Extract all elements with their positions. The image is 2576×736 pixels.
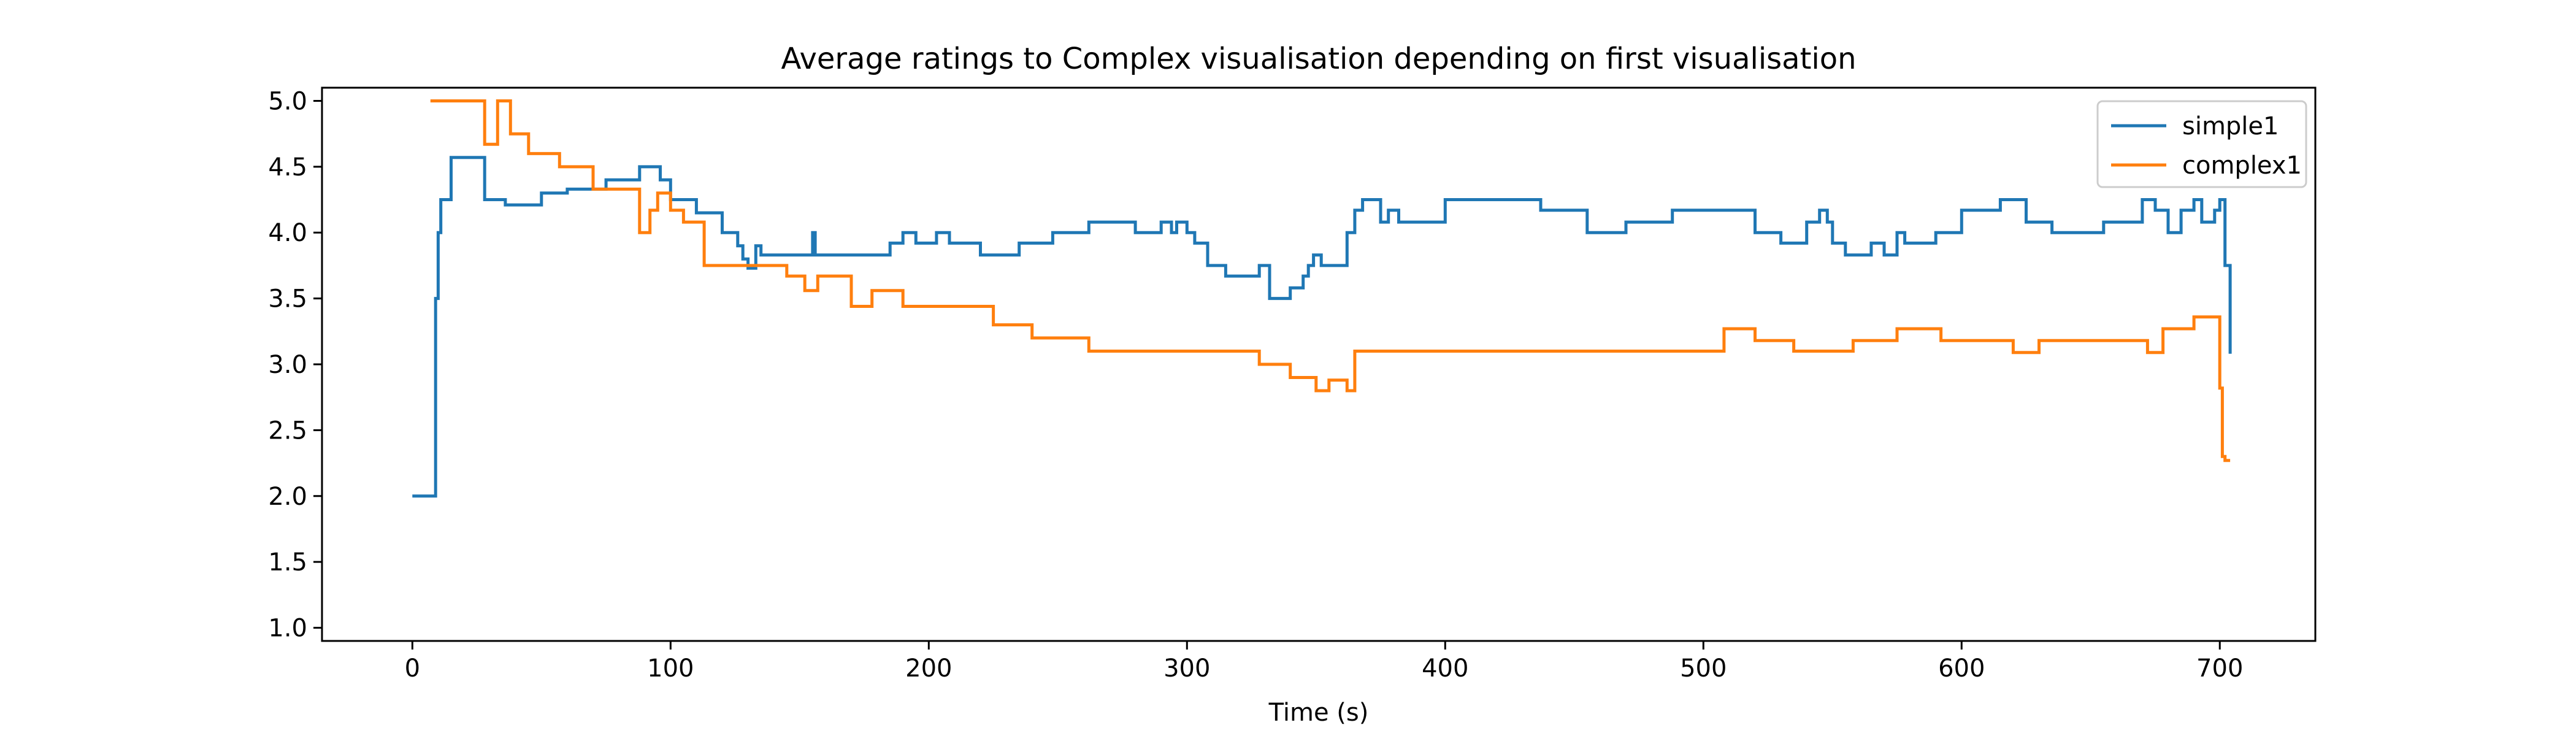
legend-label-complex1: complex1 xyxy=(2182,151,2302,180)
axes-layer: 0 100 200 300 400 500 600 700 1.0 1.5 2.0 2.5 3.0 3.5… xyxy=(268,86,2317,683)
y-tick-label: 2.0 xyxy=(268,483,307,511)
y-tick-label: 4.0 xyxy=(268,219,307,247)
series-layer xyxy=(412,99,2232,498)
y-tick-label: 2.5 xyxy=(268,416,307,445)
y-tick-label: 1.0 xyxy=(268,615,307,643)
x-tick-label: 400 xyxy=(1422,654,1468,683)
x-tick-label: 100 xyxy=(647,654,694,683)
x-tick-label: 700 xyxy=(2196,654,2243,683)
legend: simple1 complex1 xyxy=(2096,100,2307,188)
x-tick-label: 600 xyxy=(1938,654,1985,683)
chart-title: Average ratings to Complex visualisation… xyxy=(781,42,1856,76)
x-axis-label: Time (s) xyxy=(1268,699,1369,727)
x-tick-label: 0 xyxy=(405,654,420,683)
x-tick-label: 500 xyxy=(1680,654,1727,683)
y-tick-label: 3.5 xyxy=(268,285,307,313)
y-tick-label: 5.0 xyxy=(268,87,307,115)
series-line-simple1 xyxy=(412,156,2232,498)
series-line-complex1 xyxy=(430,99,2231,462)
legend-label-simple1: simple1 xyxy=(2182,112,2279,140)
x-tick-label: 300 xyxy=(1163,654,1210,683)
y-tick-label: 4.5 xyxy=(268,153,307,182)
y-tick-label: 3.0 xyxy=(268,351,307,379)
y-tick-label: 1.5 xyxy=(268,548,307,577)
x-tick-label: 200 xyxy=(905,654,952,683)
